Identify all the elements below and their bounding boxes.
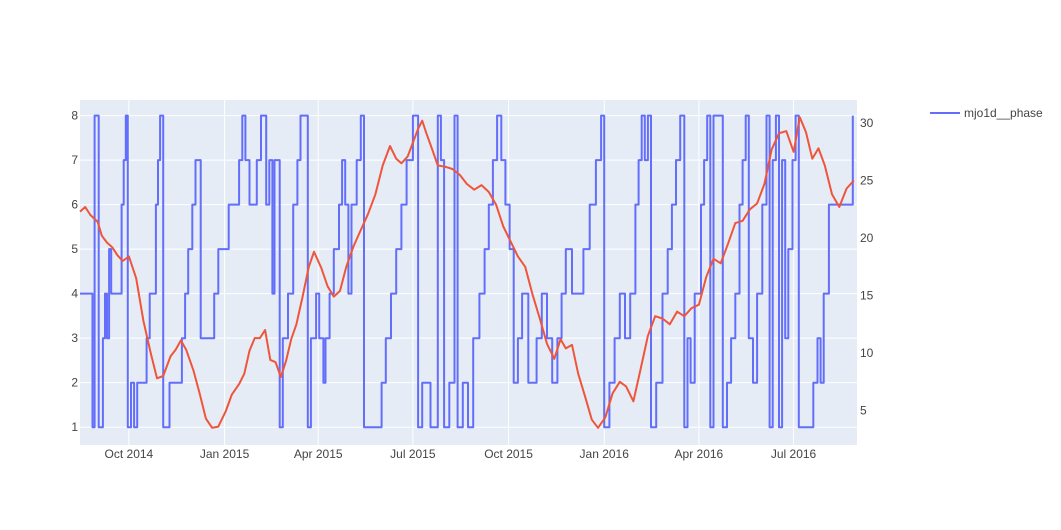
legend[interactable]: mjo1d__phase [930,106,1043,120]
y-right-tick-label: 10 [860,346,874,360]
y-left-tick-label: 5 [71,242,78,256]
legend-swatch [930,112,960,114]
y-left-tick-label: 8 [71,109,78,123]
y-right-tick-label: 5 [860,404,867,418]
y-left-tick-label: 3 [71,331,78,345]
y-right-tick-label: 30 [860,116,874,130]
legend-label: mjo1d__phase [964,106,1043,120]
x-tick-label: Oct 2014 [105,447,154,461]
y-left-tick-label: 4 [71,287,78,301]
axis-labels: Oct 2014 Jan 2015 Apr 2015 Jul 2015 Oct 2015… [71,109,873,461]
y-left-tick-label: 6 [71,198,78,212]
y-left-tick-label: 1 [71,420,78,434]
x-tick-label: Jul 2015 [390,447,436,461]
x-tick-label: Apr 2015 [294,447,343,461]
x-tick-label: Jan 2015 [200,447,250,461]
x-tick-label: Jan 2016 [580,447,630,461]
x-tick-label: Apr 2016 [675,447,724,461]
y-right-tick-label: 20 [860,231,874,245]
y-right-tick-label: 25 [860,174,874,188]
series-line-1 [79,116,855,429]
series-line-0 [80,114,854,429]
x-tick-label: Jul 2016 [771,447,817,461]
y-right-tick-label: 15 [860,289,874,303]
series-group [79,114,855,429]
y-left-tick-label: 2 [71,376,78,390]
x-tick-label: Oct 2015 [484,447,533,461]
y-left-tick-label: 7 [71,153,78,167]
